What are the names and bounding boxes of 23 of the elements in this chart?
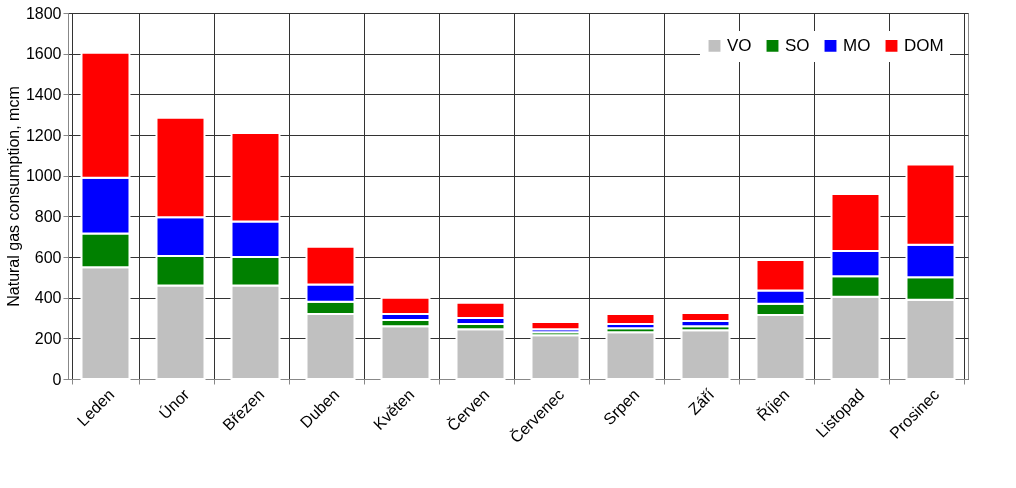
y-tick-label: 1600 — [25, 45, 62, 63]
bar — [680, 329, 731, 380]
bar — [380, 325, 431, 380]
bar — [530, 321, 581, 331]
bar — [605, 312, 656, 326]
y-tick-label: 1400 — [25, 85, 62, 103]
y-tick-label: 400 — [34, 289, 62, 307]
bar — [605, 331, 656, 380]
bar — [680, 311, 731, 323]
y-tick-label: 1200 — [25, 126, 62, 144]
bar — [530, 334, 581, 380]
y-tick-label: 1000 — [25, 167, 62, 185]
y-tick-label: 1800 — [25, 4, 62, 22]
y-tick-label: 600 — [34, 248, 62, 266]
legend-label: DOM — [904, 35, 944, 55]
y-tick-label: 800 — [34, 207, 62, 225]
legend-label: SO — [785, 35, 810, 55]
legend-label: VO — [727, 35, 752, 55]
y-axis-title: Natural gas consumption, mcm — [4, 86, 22, 307]
legend-label: MO — [843, 35, 871, 55]
y-tick-label: 200 — [34, 329, 62, 347]
bar — [455, 328, 506, 380]
y-tick-label: 0 — [52, 370, 62, 388]
